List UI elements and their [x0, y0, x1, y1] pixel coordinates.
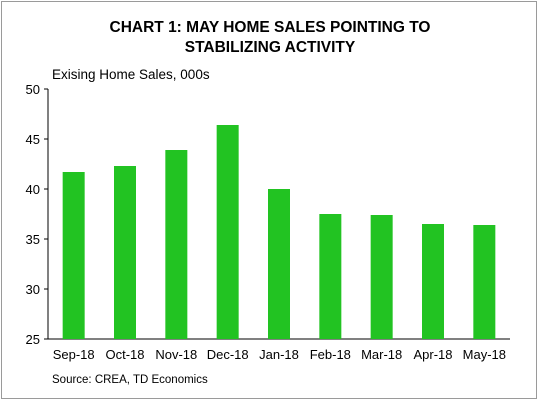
- x-tick-label: May-18: [463, 347, 506, 362]
- y-tick-label: 40: [26, 182, 40, 197]
- y-tick-label: 30: [26, 282, 40, 297]
- source-note: Source: CREA, TD Economics: [52, 374, 208, 386]
- chart-title-line-2: STABILIZING ACTIVITY: [184, 39, 356, 56]
- y-axis-label: Exising Home Sales, 000s: [52, 67, 210, 82]
- y-tick-label: 50: [26, 82, 40, 97]
- bar: [370, 215, 393, 339]
- x-tick-label: Jan-18: [259, 347, 299, 362]
- x-tick-label: Mar-18: [361, 347, 402, 362]
- bar: [216, 125, 239, 339]
- bar: [268, 189, 290, 339]
- x-tick-label: Feb-18: [310, 347, 351, 362]
- x-tick-label: Oct-18: [105, 347, 144, 362]
- chart-title: CHART 1: MAY HOME SALES POINTING TO STAB…: [0, 18, 540, 58]
- y-tick-label: 25: [26, 332, 40, 347]
- bar: [473, 225, 496, 339]
- chart-title-line-1: CHART 1: MAY HOME SALES POINTING TO: [109, 19, 431, 36]
- bar: [62, 172, 85, 339]
- bar: [165, 150, 188, 339]
- y-tick-label: 45: [26, 132, 40, 147]
- x-tick-label: Dec-18: [207, 347, 249, 362]
- y-tick-label: 35: [26, 232, 40, 247]
- bar: [319, 214, 342, 339]
- x-tick-label: Apr-18: [413, 347, 452, 362]
- bar: [114, 166, 136, 339]
- bar: [422, 224, 444, 339]
- x-tick-label: Nov-18: [155, 347, 197, 362]
- x-tick-label: Sep-18: [53, 347, 95, 362]
